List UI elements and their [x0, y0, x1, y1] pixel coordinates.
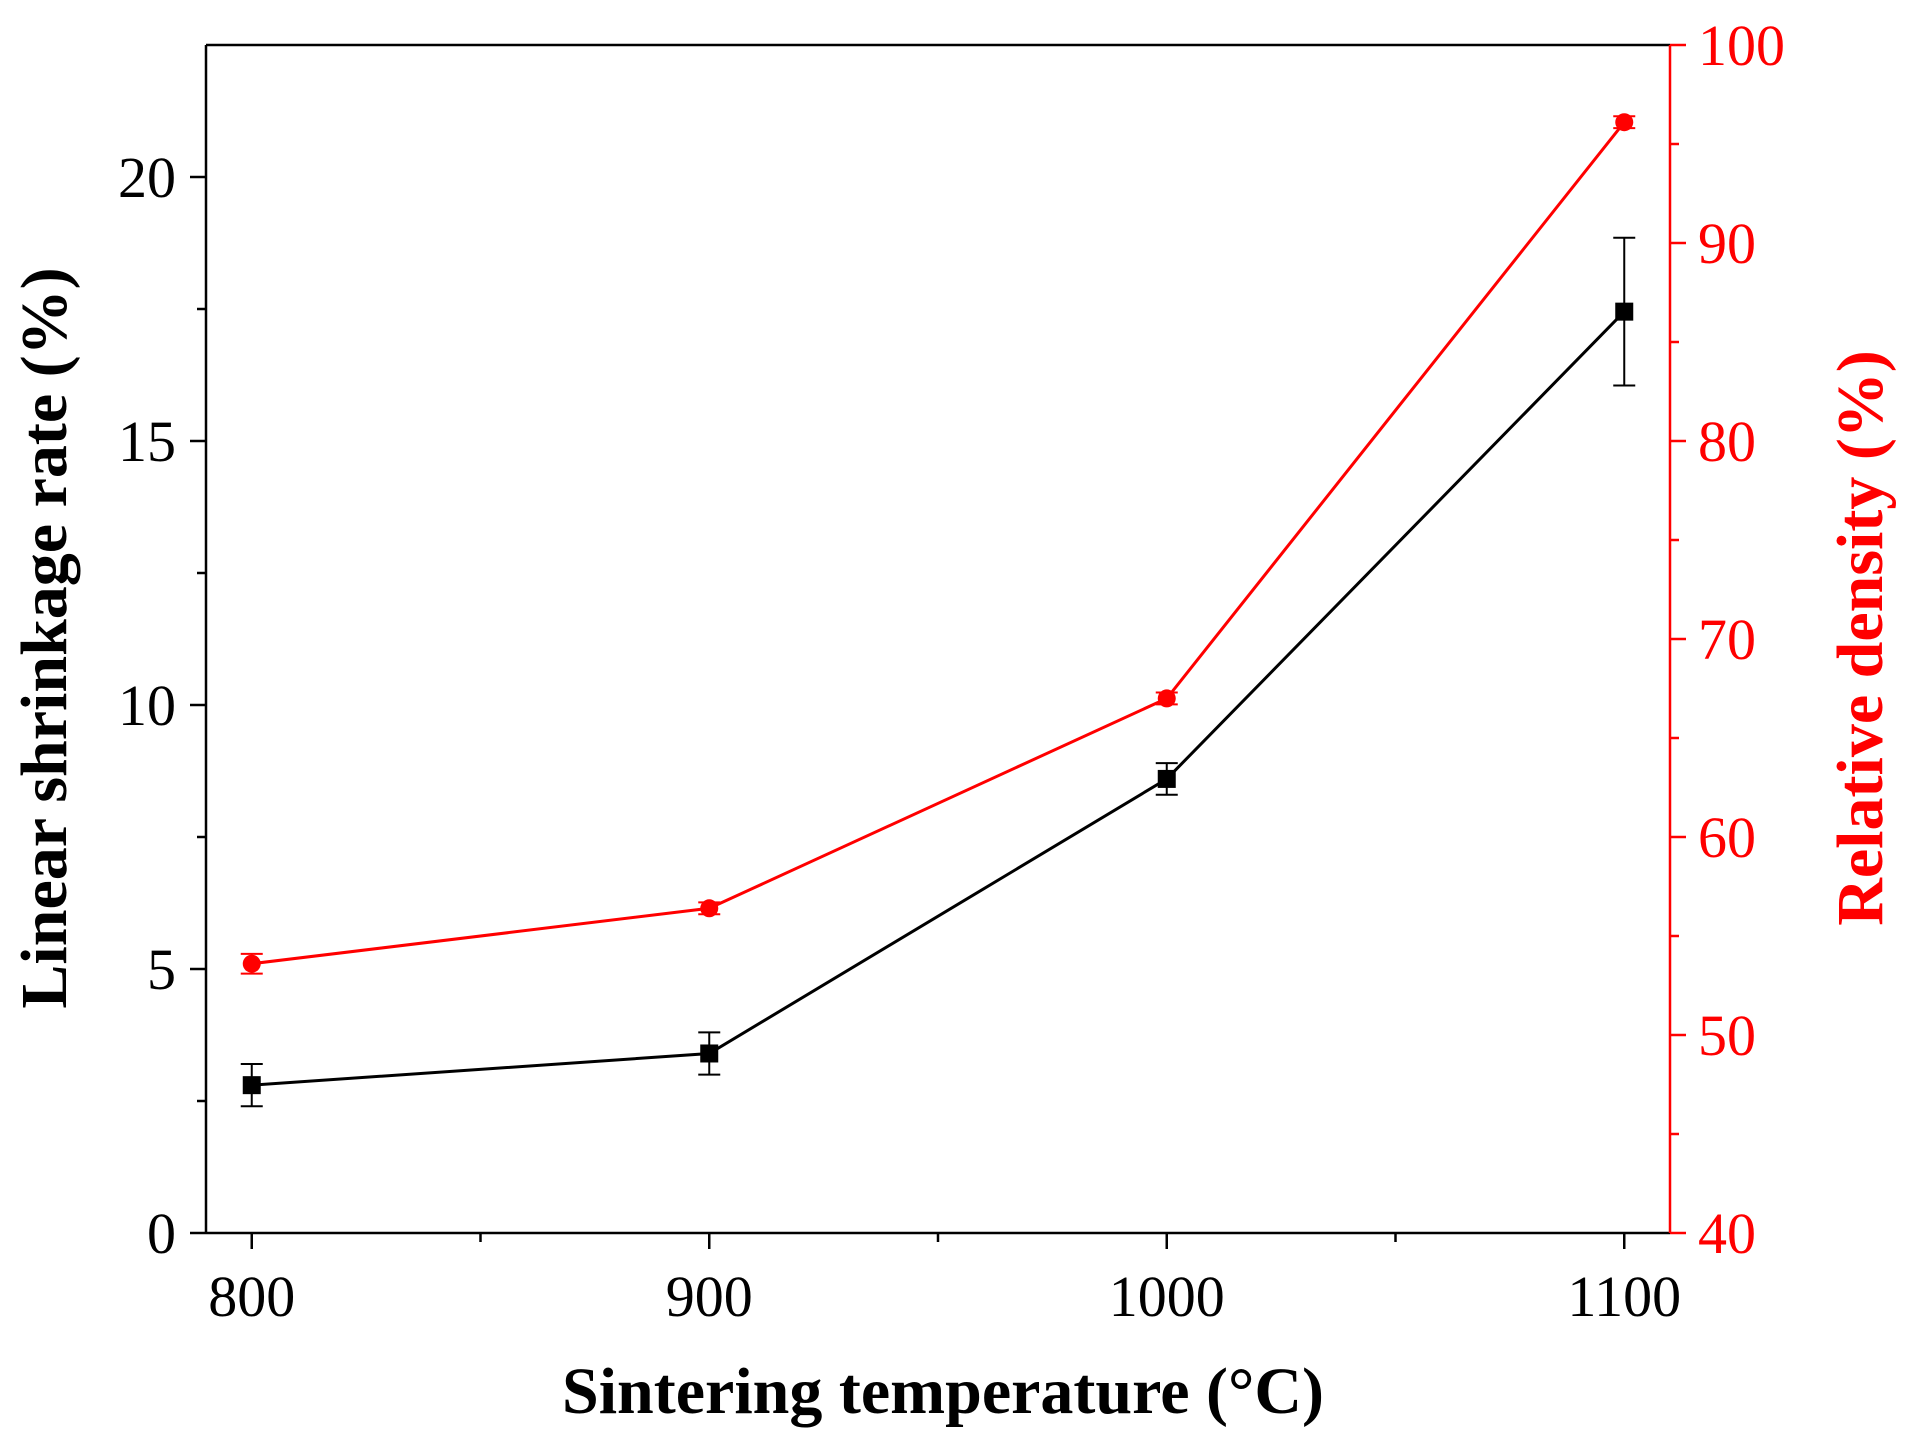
- y-axis-left: 0 5 10 15 20: [118, 145, 206, 1266]
- series-layer: [240, 113, 1636, 1108]
- y2-tick-label: 80: [1698, 409, 1756, 474]
- x-axis: 800 900 1000 1100: [208, 1233, 1681, 1329]
- y-tick-label: 0: [147, 1201, 176, 1266]
- data-point: [700, 1044, 719, 1063]
- y-tick-label: 15: [118, 409, 176, 474]
- y2-tick-label: 50: [1698, 1003, 1756, 1068]
- series-line: [251, 310, 1626, 1087]
- y-tick-label: 20: [118, 145, 176, 210]
- y-axis-left-title: Linear shrinkage rate (%): [8, 267, 81, 1008]
- y2-tick-label: 100: [1698, 13, 1785, 78]
- y-tick-label: 5: [147, 937, 176, 1002]
- y2-tick-label: 90: [1698, 211, 1756, 276]
- data-point: [242, 954, 261, 973]
- x-tick-label: 800: [208, 1264, 295, 1329]
- series-linear-shrinkage: [240, 236, 1636, 1108]
- x-axis-title: Sintering temperature (°C): [562, 1355, 1324, 1428]
- y-axis-right-title: Relative density (%): [1824, 350, 1897, 926]
- y2-tick-label: 40: [1698, 1201, 1756, 1266]
- data-point: [1615, 113, 1634, 132]
- data-point: [1157, 769, 1176, 788]
- x-tick-label: 1000: [1109, 1264, 1225, 1329]
- data-point: [1615, 302, 1634, 321]
- data-point: [700, 899, 719, 918]
- data-point: [242, 1076, 261, 1095]
- data-point: [1157, 689, 1176, 708]
- series-line: [251, 121, 1626, 966]
- y-tick-label: 10: [118, 673, 176, 738]
- x-tick-label: 1100: [1567, 1264, 1681, 1329]
- y-axis-right: 40 50 60 70 80 90 100: [1670, 13, 1785, 1266]
- y2-tick-label: 70: [1698, 607, 1756, 672]
- x-tick-label: 900: [666, 1264, 753, 1329]
- series-relative-density: [240, 113, 1636, 975]
- y2-tick-label: 60: [1698, 805, 1756, 870]
- plot-frame: [204, 43, 1672, 1235]
